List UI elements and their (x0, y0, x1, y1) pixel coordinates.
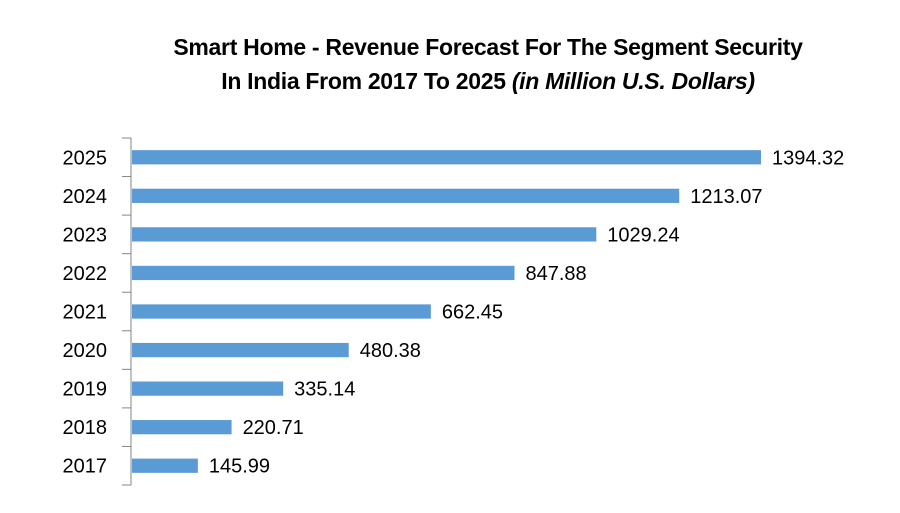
category-label-2020: 2020 (63, 340, 108, 362)
bar-2025 (132, 150, 761, 165)
category-label-2024: 2024 (63, 186, 108, 208)
chart-title-units: (in Million U.S. Dollars) (511, 68, 755, 94)
category-label-2023: 2023 (63, 224, 108, 246)
data-label-2023: 1029.24 (607, 224, 679, 246)
chart-title: Smart Home - Revenue Forecast For The Se… (0, 30, 900, 98)
data-label-2021: 662.45 (442, 302, 503, 324)
data-label-2017: 145.99 (209, 456, 270, 478)
chart-title-line1: Smart Home - Revenue Forecast For The Se… (173, 34, 803, 60)
bar-2023 (132, 227, 597, 242)
bar-2017 (132, 458, 198, 473)
y-axis (122, 137, 132, 486)
chart-title-line2-main: In India From 2017 To 2025 (221, 68, 512, 94)
data-label-2025: 1394.32 (772, 147, 844, 169)
bar-2022 (132, 265, 515, 281)
bar-2019 (132, 381, 284, 396)
bar-2024 (132, 188, 680, 203)
data-label-2024: 1213.07 (690, 186, 762, 208)
data-label-2018: 220.71 (243, 417, 304, 439)
chart-title-line2: In India From 2017 To 2025 (in Million U… (0, 64, 900, 98)
bars-group (132, 150, 761, 473)
data-label-2020: 480.38 (360, 340, 421, 362)
data-label-2022: 847.88 (525, 263, 586, 285)
category-label-2017: 2017 (63, 456, 108, 478)
category-labels-group: 2017 2018 2019 2020 2021 2022 2023 2024 2025 (63, 147, 108, 477)
category-label-2022: 2022 (63, 263, 108, 285)
data-label-2019: 335.14 (294, 379, 355, 401)
category-label-2018: 2018 (63, 417, 108, 439)
bar-2021 (132, 304, 431, 319)
bar-2018 (132, 420, 232, 435)
category-label-2025: 2025 (63, 147, 108, 169)
category-label-2019: 2019 (63, 379, 108, 401)
bar-2020 (132, 342, 349, 358)
category-label-2021: 2021 (63, 302, 108, 324)
